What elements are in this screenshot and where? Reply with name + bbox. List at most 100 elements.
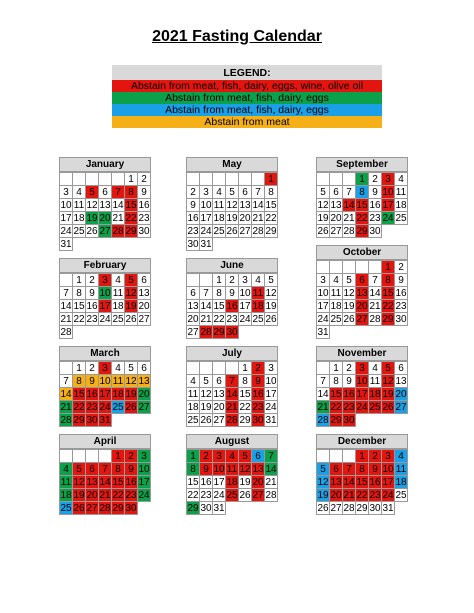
day-cell: 1 bbox=[265, 173, 278, 186]
day-cell: 14 bbox=[252, 199, 265, 212]
day-cell: 19 bbox=[73, 489, 86, 502]
day-cell: 11 bbox=[395, 463, 408, 476]
day-cell: 23 bbox=[226, 313, 239, 326]
day-cell: 21 bbox=[226, 401, 239, 414]
day-cell: 9 bbox=[226, 287, 239, 300]
day-cell: 31 bbox=[317, 326, 330, 339]
day-cell: 26 bbox=[226, 225, 239, 238]
day-cell: 20 bbox=[213, 401, 226, 414]
day-cell: 25 bbox=[73, 225, 86, 238]
day-cell: 25 bbox=[252, 313, 265, 326]
day-cell: 15 bbox=[187, 476, 200, 489]
day-cell: 26 bbox=[382, 401, 395, 414]
day-cell: 3 bbox=[382, 173, 395, 186]
day-cell: 11 bbox=[112, 375, 125, 388]
day-cell: 11 bbox=[213, 199, 226, 212]
day-cell: 25 bbox=[60, 502, 73, 515]
day-cell: 24 bbox=[382, 489, 395, 502]
day-cell: 26 bbox=[317, 225, 330, 238]
day-cell: 13 bbox=[239, 199, 252, 212]
legend-item-orange: Abstain from meat bbox=[112, 116, 382, 128]
empty-day-cell bbox=[330, 261, 343, 274]
day-cell: 23 bbox=[86, 313, 99, 326]
empty-day-cell bbox=[330, 450, 343, 463]
day-cell: 7 bbox=[60, 287, 73, 300]
empty-day-cell bbox=[226, 173, 239, 186]
day-cell: 28 bbox=[252, 225, 265, 238]
day-cell: 2 bbox=[86, 362, 99, 375]
empty-day-cell bbox=[112, 173, 125, 186]
empty-day-cell bbox=[187, 173, 200, 186]
day-cell: 8 bbox=[73, 287, 86, 300]
empty-day-cell bbox=[200, 274, 213, 287]
day-cell: 13 bbox=[330, 476, 343, 489]
day-cell: 15 bbox=[265, 199, 278, 212]
day-cell: 7 bbox=[317, 375, 330, 388]
day-cell: 27 bbox=[330, 225, 343, 238]
day-cell: 21 bbox=[112, 212, 125, 225]
day-cell: 6 bbox=[395, 362, 408, 375]
day-cell: 3 bbox=[239, 274, 252, 287]
day-cell: 29 bbox=[356, 225, 369, 238]
day-cell: 14 bbox=[60, 388, 73, 401]
day-cell: 10 bbox=[239, 287, 252, 300]
day-cell: 31 bbox=[200, 238, 213, 251]
empty-day-cell bbox=[187, 362, 200, 375]
day-cell: 24 bbox=[60, 225, 73, 238]
day-cell: 2 bbox=[200, 450, 213, 463]
day-cell: 3 bbox=[138, 450, 151, 463]
day-cell: 25 bbox=[213, 225, 226, 238]
day-cell: 14 bbox=[317, 388, 330, 401]
day-cell: 10 bbox=[382, 186, 395, 199]
day-cell: 30 bbox=[369, 502, 382, 515]
day-cell: 26 bbox=[125, 401, 138, 414]
day-cell: 18 bbox=[330, 300, 343, 313]
day-cell: 12 bbox=[317, 476, 330, 489]
day-cell: 11 bbox=[252, 287, 265, 300]
day-cell: 18 bbox=[226, 476, 239, 489]
day-cell: 3 bbox=[265, 362, 278, 375]
day-cell: 10 bbox=[356, 375, 369, 388]
day-cell: 2 bbox=[187, 186, 200, 199]
empty-day-cell bbox=[60, 362, 73, 375]
month-grid: 1 2 3 4 5 6 7 8 9 10 11 12 13 14 15 16 17 18 19 20 21 22 23 24 2… bbox=[59, 273, 151, 339]
day-cell: 31 bbox=[99, 414, 112, 427]
day-cell: 10 bbox=[60, 199, 73, 212]
day-cell: 1 bbox=[356, 173, 369, 186]
day-cell: 11 bbox=[112, 287, 125, 300]
day-cell: 14 bbox=[369, 287, 382, 300]
day-cell: 19 bbox=[226, 212, 239, 225]
empty-day-cell bbox=[317, 261, 330, 274]
day-cell: 23 bbox=[343, 401, 356, 414]
day-cell: 22 bbox=[239, 401, 252, 414]
day-cell: 4 bbox=[187, 375, 200, 388]
empty-day-cell bbox=[317, 450, 330, 463]
day-cell: 29 bbox=[356, 502, 369, 515]
day-cell: 8 bbox=[265, 186, 278, 199]
day-cell: 24 bbox=[317, 313, 330, 326]
day-cell: 10 bbox=[382, 463, 395, 476]
day-cell: 14 bbox=[99, 476, 112, 489]
day-cell: 4 bbox=[60, 463, 73, 476]
day-cell: 5 bbox=[239, 450, 252, 463]
empty-day-cell bbox=[73, 450, 86, 463]
day-cell: 22 bbox=[125, 212, 138, 225]
day-cell: 28 bbox=[343, 225, 356, 238]
day-cell: 11 bbox=[395, 186, 408, 199]
day-cell: 10 bbox=[265, 375, 278, 388]
day-cell: 25 bbox=[330, 313, 343, 326]
day-cell: 1 bbox=[73, 362, 86, 375]
day-cell: 14 bbox=[265, 463, 278, 476]
day-cell: 12 bbox=[317, 199, 330, 212]
day-cell: 9 bbox=[369, 463, 382, 476]
day-cell: 4 bbox=[395, 173, 408, 186]
day-cell: 15 bbox=[125, 199, 138, 212]
day-cell: 13 bbox=[138, 287, 151, 300]
day-cell: 23 bbox=[395, 300, 408, 313]
month-july: July 1 2 3 4 5 6 7 8 9 10 11 12 13 14 15 16 17 18 19 20 21 22 2… bbox=[186, 346, 278, 427]
day-cell: 23 bbox=[138, 212, 151, 225]
month-header: June bbox=[186, 258, 278, 273]
day-cell: 6 bbox=[138, 274, 151, 287]
day-cell: 26 bbox=[125, 313, 138, 326]
empty-day-cell bbox=[239, 173, 252, 186]
